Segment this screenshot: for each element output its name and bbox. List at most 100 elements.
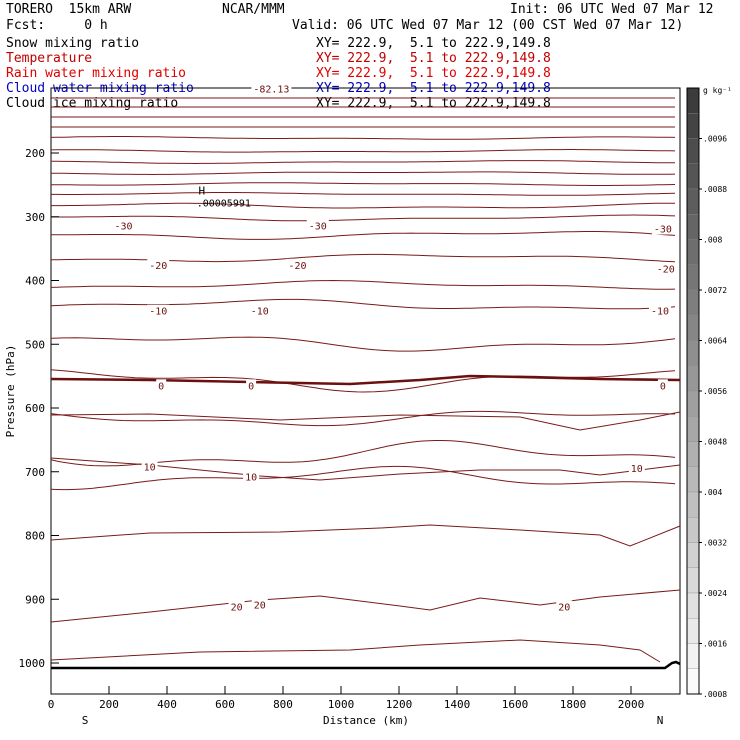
- colorbar-segment: [686, 643, 700, 669]
- field-name-snow: Snow mixing ratio: [6, 36, 140, 51]
- colorbar-segment: [686, 466, 700, 493]
- temperature-contour-line: [50, 298, 676, 310]
- temperature-contour-line: [51, 160, 676, 165]
- contour-label: -82.13: [253, 84, 289, 95]
- x-axis-label: Distance (km): [323, 714, 409, 727]
- temperature-contour-line: [50, 639, 661, 663]
- y-axis-label: Pressure (hPa): [4, 345, 17, 438]
- colorbar-segment: [686, 315, 700, 341]
- x-tick-label: 400: [157, 698, 177, 711]
- plot-frame: [50, 87, 681, 695]
- temperature-contour-line: [50, 524, 681, 547]
- colorbar-segment: [686, 239, 700, 265]
- contour-label: -20: [149, 261, 167, 272]
- contour-label-bg: [651, 222, 674, 235]
- temperature-contour-line: [50, 279, 676, 290]
- y-tick-label: 700: [25, 466, 45, 479]
- contour-label-bg: [306, 219, 329, 232]
- colorbar-label: .008: [703, 236, 722, 245]
- contour-label: 0: [248, 381, 254, 392]
- colorbar-segment: [686, 340, 700, 366]
- temperature-contour-line: [51, 231, 676, 240]
- colorbar-segment: [686, 668, 700, 695]
- colorbar-label: .004: [703, 488, 722, 497]
- x-tick-label: 2000: [618, 698, 645, 711]
- contour-label: -20: [288, 261, 306, 272]
- contour-label-bg: [243, 470, 260, 483]
- colorbar: g kg⁻¹ .0096 .0088 .008 .0072 .0064 .0056 .0048…: [686, 86, 732, 699]
- contour-label: 0: [158, 381, 164, 392]
- colorbar-segment: [686, 416, 700, 442]
- contour-label: -20: [657, 265, 675, 276]
- contour-label: -30: [654, 225, 672, 236]
- zero-degree-contour: [50, 374, 681, 386]
- colorbar-segment: [686, 491, 700, 518]
- contour-label-bg: [556, 600, 573, 613]
- colorbar-segment: [686, 264, 700, 291]
- temperature-contour-line: [50, 457, 681, 481]
- y-tick-label: 300: [25, 211, 45, 224]
- y-tick-label: 800: [25, 530, 45, 543]
- colorbar-segment: [686, 517, 700, 543]
- colorbar-segment: [686, 214, 700, 240]
- contour-label: -10: [651, 307, 669, 318]
- field-name-temperature: Temperature: [6, 51, 93, 66]
- contour-label-bg: [147, 304, 170, 317]
- x-tick-label: 1400: [444, 698, 471, 711]
- temperature-contour-line: [50, 149, 676, 153]
- contour-label: -10: [251, 307, 269, 318]
- colorbar-segment: [686, 138, 700, 164]
- contour-label-bg: [251, 598, 268, 611]
- center-label: NCAR/MMM: [222, 2, 285, 17]
- north-label: N: [657, 714, 664, 727]
- temperature-contour-line: [50, 411, 681, 431]
- contour-label-bg: [156, 379, 167, 392]
- contour-label-bg: [228, 600, 245, 613]
- colorbar-segment: [686, 365, 700, 392]
- x-tick-label: 0: [48, 698, 55, 711]
- colorbar-segment: [686, 441, 700, 467]
- high-marker: H.00005991: [197, 184, 251, 209]
- contour-label: -30: [114, 221, 132, 232]
- temperature-contours: [50, 97, 681, 663]
- x-tick-label: 1000: [328, 698, 355, 711]
- x-tick-label: 1800: [560, 698, 587, 711]
- field-xy-temperature: XY= 222.9, 5.1 to 222.9,149.8: [316, 51, 551, 66]
- colorbar-segment: [686, 618, 700, 644]
- temperature-contour-line: [51, 171, 676, 176]
- contour-label-bg: [654, 262, 677, 275]
- colorbar-segment: [686, 87, 700, 114]
- colorbar-label: .0016: [703, 640, 727, 649]
- y-tick-label: 900: [25, 593, 45, 606]
- colorbar-label: .0032: [703, 539, 727, 548]
- x-tick-label: 1200: [386, 698, 413, 711]
- terrain-line: [51, 660, 681, 670]
- contour-label-bg: [286, 258, 309, 271]
- colorbar-segment: [686, 592, 700, 619]
- colorbar-label: .0024: [703, 589, 727, 598]
- temperature-contour-line: [50, 336, 676, 352]
- temperature-contour-line: [51, 253, 676, 263]
- contour-label: 20: [558, 603, 570, 614]
- contour-label: 10: [631, 464, 643, 475]
- init-label: Init: 06 UTC Wed 07 Mar 12: [510, 2, 714, 17]
- temperature-contour-line: [51, 192, 676, 196]
- contour-label: -30: [309, 221, 327, 232]
- field-name-rain: Rain water mixing ratio: [6, 66, 187, 81]
- colorbar-segment: [686, 567, 700, 594]
- colorbar-label: .0072: [703, 286, 727, 295]
- contour-label-bg: [248, 304, 271, 317]
- field-xy-rain: XY= 222.9, 5.1 to 222.9,149.8: [316, 66, 551, 81]
- contour-label: -10: [149, 307, 167, 318]
- axis-ticks: 0 200 400 600 800 1000 1200 1400 1600 1800 2000200…: [19, 147, 645, 711]
- colorbar-segment: [686, 113, 700, 139]
- contour-label: 0: [660, 381, 666, 392]
- contour-label-bg: [628, 462, 645, 475]
- colorbar-label: .0008: [703, 690, 727, 699]
- temperature-contour-line: [51, 202, 675, 209]
- contour-label: 20: [231, 603, 243, 614]
- contour-label: 10: [144, 462, 156, 473]
- contour-label-bg: [251, 82, 292, 95]
- model-label: TORERO 15km ARW: [6, 2, 132, 17]
